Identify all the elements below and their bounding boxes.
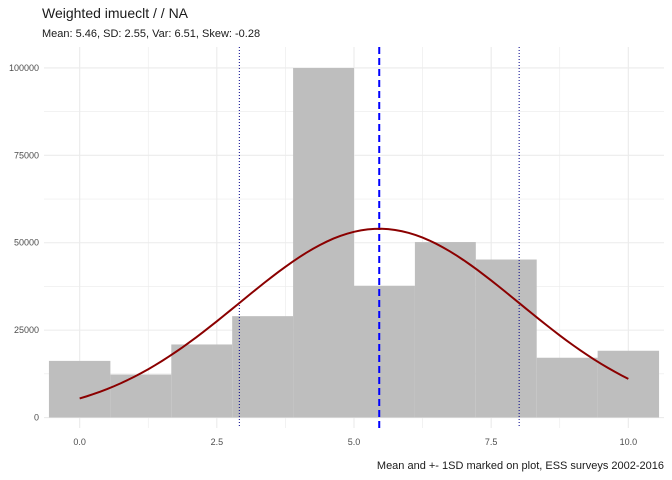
histogram-bar	[536, 357, 598, 418]
axis-ticks: 0.0 2.5 5.0 7.5 10.0 0 25000 50000 75000 100000	[9, 63, 637, 447]
reference-lines	[238, 47, 520, 428]
histogram-bar	[414, 242, 476, 418]
y-tick-label: 25000	[14, 325, 39, 335]
chart-subtitle: Mean: 5.46, SD: 2.55, Var: 6.51, Skew: -…	[42, 28, 260, 40]
histogram-bar	[597, 350, 660, 418]
x-tick-label: 0.0	[73, 437, 86, 447]
x-tick-label: 10.0	[620, 437, 638, 447]
x-tick-label: 2.5	[211, 437, 224, 447]
histogram-bar	[171, 344, 233, 418]
y-tick-label: 0	[34, 413, 39, 423]
chart-caption: Mean and +- 1SD marked on plot, ESS surv…	[377, 460, 664, 472]
y-tick-label: 75000	[14, 150, 39, 160]
x-tick-label: 5.0	[348, 437, 361, 447]
density-curve-group	[79, 227, 629, 400]
chart-title: Weighted imueclt / / NA	[42, 5, 189, 21]
histogram-bar	[48, 360, 111, 418]
histogram-bar	[110, 374, 172, 418]
histogram-bars	[48, 67, 660, 418]
y-tick-label: 100000	[9, 63, 39, 73]
density-curve	[79, 227, 629, 400]
y-tick-label: 50000	[14, 238, 39, 248]
x-tick-label: 7.5	[485, 437, 498, 447]
histogram-bar	[475, 259, 537, 418]
histogram-bar	[354, 285, 415, 418]
histogram-bar	[232, 316, 294, 418]
